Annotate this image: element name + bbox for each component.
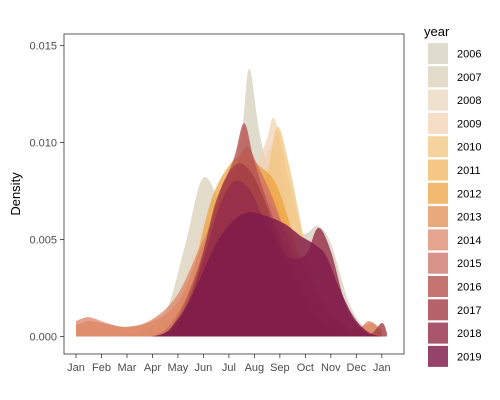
legend-key-2009 bbox=[428, 112, 448, 134]
y-tick-label: 0.005 bbox=[29, 235, 57, 247]
legend-key-2018 bbox=[428, 322, 448, 344]
legend-key-2013 bbox=[428, 206, 448, 228]
x-tick-label: Dec bbox=[347, 362, 367, 374]
y-axis-title: Density bbox=[8, 172, 23, 216]
legend-key-2014 bbox=[428, 229, 448, 251]
y-axis: 0.000 0.005 0.010 0.015 bbox=[29, 41, 64, 344]
x-tick-label: Nov bbox=[321, 362, 341, 374]
legend-label-2012: 2012 bbox=[457, 188, 481, 200]
x-tick-label: Sep bbox=[270, 362, 290, 374]
legend-label-2014: 2014 bbox=[457, 235, 481, 247]
x-tick-label: May bbox=[168, 362, 189, 374]
x-tick-label: Oct bbox=[297, 362, 314, 374]
legend-key-2010 bbox=[428, 136, 448, 158]
legend-key-2007 bbox=[428, 66, 448, 88]
legend-title: year bbox=[424, 24, 450, 39]
plot-panel-border bbox=[63, 33, 405, 355]
legend-key-2012 bbox=[428, 182, 448, 204]
x-tick-label: Jan bbox=[67, 362, 85, 374]
legend-label-2015: 2015 bbox=[457, 258, 481, 270]
series-layer bbox=[76, 68, 387, 337]
x-tick-label: Feb bbox=[92, 362, 111, 374]
x-axis: Jan Feb Mar Apr May Jun Jul Aug Sep Oct Nov Dec Jan bbox=[67, 354, 391, 374]
legend-label-2019: 2019 bbox=[457, 351, 481, 363]
x-tick-label: Jul bbox=[222, 362, 236, 374]
y-tick-label: 0.015 bbox=[29, 41, 57, 53]
legend-label-2008: 2008 bbox=[457, 95, 481, 107]
legend-label-2013: 2013 bbox=[457, 212, 481, 224]
legend: year 2006 2007 2008 2009 2010 2011 2012 2013 201… bbox=[424, 24, 481, 367]
legend-label-2017: 2017 bbox=[457, 305, 481, 317]
legend-key-2006 bbox=[428, 43, 448, 64]
legend-label-2011: 2011 bbox=[457, 165, 481, 177]
y-tick-label: 0.000 bbox=[29, 332, 57, 344]
legend-label-2007: 2007 bbox=[457, 72, 481, 84]
legend-label-2006: 2006 bbox=[457, 49, 481, 61]
density-area-2019 bbox=[76, 212, 382, 337]
legend-key-2017 bbox=[428, 299, 448, 321]
x-tick-label: Aug bbox=[245, 362, 265, 374]
legend-key-2016 bbox=[428, 276, 448, 297]
y-tick-label: 0.010 bbox=[29, 138, 57, 150]
legend-key-2015 bbox=[428, 252, 448, 274]
x-tick-label: Mar bbox=[117, 362, 136, 374]
legend-label-2010: 2010 bbox=[457, 142, 481, 154]
x-tick-label: Jun bbox=[195, 362, 213, 374]
legend-label-2016: 2016 bbox=[457, 282, 481, 294]
legend-key-2019 bbox=[428, 345, 448, 367]
legend-label-2009: 2009 bbox=[457, 118, 481, 130]
x-tick-label: Jan bbox=[373, 362, 391, 374]
legend-key-2011 bbox=[428, 159, 448, 181]
x-tick-label: Apr bbox=[144, 362, 161, 374]
legend-label-2018: 2018 bbox=[457, 328, 481, 340]
legend-key-2008 bbox=[428, 89, 448, 111]
